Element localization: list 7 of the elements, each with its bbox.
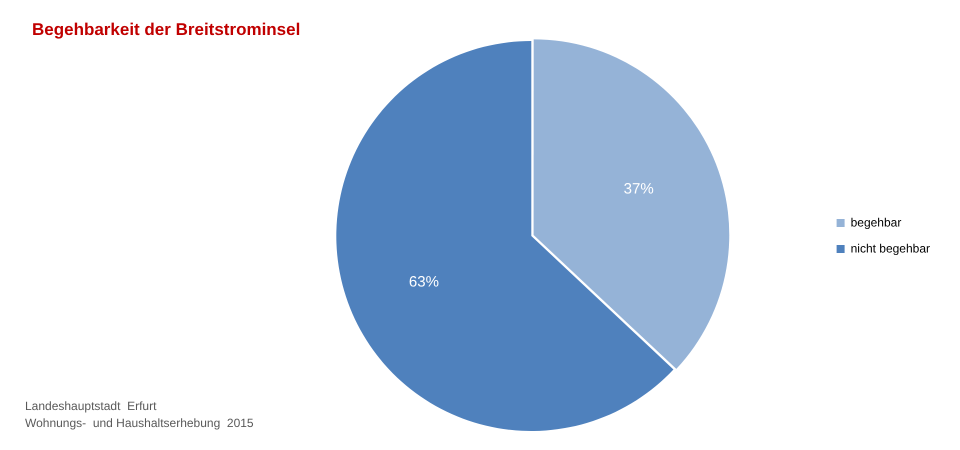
data-label: 37% [624,180,654,198]
text: Landeshauptstadt Erfurt [25,398,158,415]
legend-label: begehbar [850,215,902,230]
text: Wohnungs- und Haushaltserhebung 2015 [25,415,254,432]
legend-label: nicht begehbar [850,241,930,256]
data-label: 63% [408,274,439,291]
text: Begehbarkeit der Breitstrominsel [32,20,300,40]
